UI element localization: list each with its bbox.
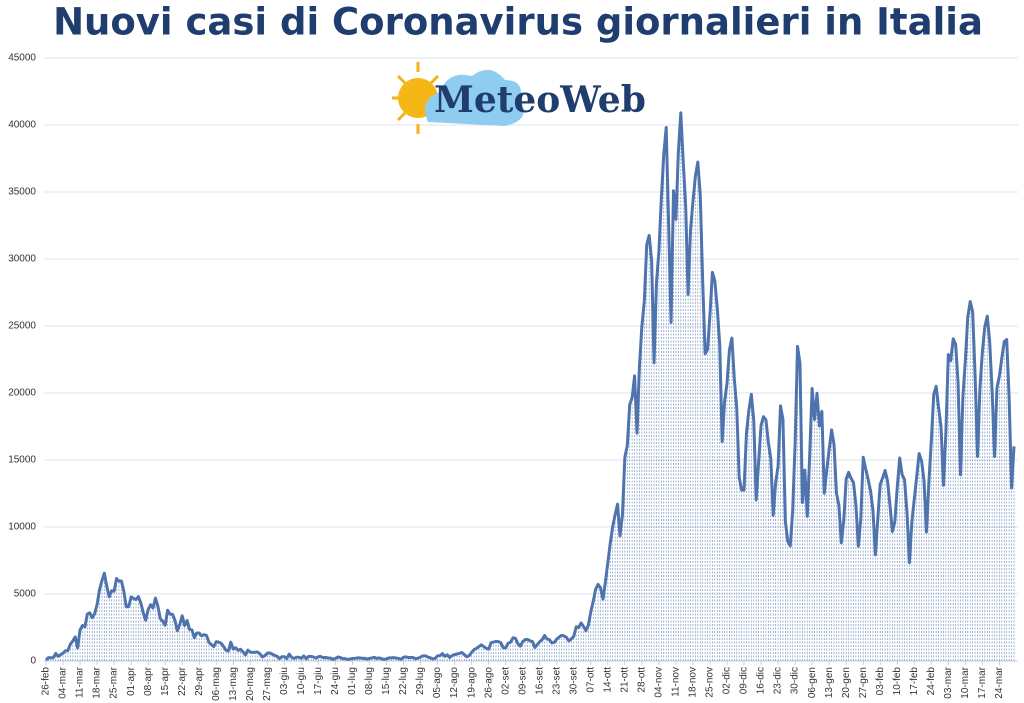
x-tick-label: 16-dic xyxy=(756,667,767,694)
x-tick-label: 14-ott xyxy=(602,667,613,693)
y-tick-label: 30000 xyxy=(8,254,36,265)
x-tick-label: 27-gen xyxy=(858,667,869,698)
x-tick-label: 03-feb xyxy=(875,667,886,696)
plot: 26-feb 04-mar 11-mar 18-mar 25-mar 01-apr 08-a… xyxy=(41,111,1016,701)
data-line xyxy=(44,111,1016,662)
cloud xyxy=(424,69,524,126)
x-tick-label: 24-feb xyxy=(926,667,937,696)
x-tick-label: 17-feb xyxy=(909,667,920,696)
x-tick-label: 30-dic xyxy=(790,667,801,694)
x-tick-label: 28-ott xyxy=(637,667,648,693)
x-tick-label: 27-mag xyxy=(262,667,273,701)
y-tick-label: 25000 xyxy=(8,321,36,332)
y-tick-label: 10000 xyxy=(8,522,36,533)
x-tick-label: 01-lug xyxy=(347,667,358,695)
x-tick-label: 02-dic xyxy=(722,667,733,694)
x-tick-label: 25-mar xyxy=(109,666,120,698)
x-tick-label: 23-set xyxy=(551,667,562,695)
grid: 0 5000 10000 15000 20000 25000 30000 35000 40000… xyxy=(8,53,1018,667)
x-tick-label: 10-mar xyxy=(960,666,971,698)
x-tick-label: 24-mar xyxy=(994,666,1005,698)
x-tick-label: 18-mar xyxy=(92,666,103,698)
x-tick-label: 22-lug xyxy=(398,667,409,695)
x-tick-label: 11-mar xyxy=(75,666,86,698)
x-tick-label: 04-nov xyxy=(654,667,665,698)
x-tick-label: 10-giu xyxy=(296,667,307,695)
x-tick-label: 06-mag xyxy=(211,667,222,701)
x-tick-label: 16-set xyxy=(534,667,545,695)
y-tick-label: 35000 xyxy=(8,187,36,198)
chart-title: Nuovi casi di Coronavirus giornalieri in… xyxy=(53,1,983,44)
x-tick-label: 20-mag xyxy=(245,667,256,701)
x-tick-label: 09-dic xyxy=(739,667,750,694)
x-tick-label: 07-ott xyxy=(585,667,596,693)
logo-text: MeteoWeb xyxy=(434,79,646,121)
x-tick-label: 18-nov xyxy=(688,667,699,698)
x-tick-label: 26-feb xyxy=(41,667,52,696)
x-tick-label: 08-lug xyxy=(364,667,375,695)
y-tick-label: 15000 xyxy=(8,455,36,466)
x-tick-label: 21-ott xyxy=(619,667,630,693)
x-tick-label: 13-gen xyxy=(824,667,835,698)
x-tick-label: 20-gen xyxy=(841,667,852,698)
x-tick-label: 22-apr xyxy=(177,666,188,696)
x-tick-label: 02-set xyxy=(500,667,511,695)
y-tick-label: 0 xyxy=(30,656,36,667)
x-tick-label: 11-nov xyxy=(671,667,682,697)
x-tick-label: 17-giu xyxy=(313,667,324,695)
x-tick-label: 13-mag xyxy=(228,667,239,701)
x-tick-label: 08-apr xyxy=(143,666,154,696)
x-tick-label: 15-apr xyxy=(160,666,171,696)
x-tick-label: 24-giu xyxy=(330,667,341,695)
x-tick-label: 10-feb xyxy=(892,667,903,696)
y-tick-label: 45000 xyxy=(8,53,36,64)
y-tick-label: 40000 xyxy=(8,120,36,131)
x-tick-label: 12-ago xyxy=(449,667,460,699)
logo: MeteoWeb xyxy=(392,62,646,134)
x-tick-label: 29-apr xyxy=(194,666,205,696)
y-tick-label: 20000 xyxy=(8,388,36,399)
x-tick-label: 05-ago xyxy=(432,667,443,699)
x-tick-label: 06-gen xyxy=(807,667,818,698)
x-tick-label: 17-mar xyxy=(977,666,988,698)
x-tick-label: 15-lug xyxy=(381,667,392,695)
x-tick-label: 29-lug xyxy=(415,667,426,695)
x-tick-label: 03-mar xyxy=(943,666,954,698)
x-tick-label: 04-mar xyxy=(58,666,69,698)
x-tick-label: 19-ago xyxy=(466,667,477,699)
x-tick-label: 09-set xyxy=(517,667,528,695)
x-tick-label: 23-dic xyxy=(773,667,784,694)
x-tick-label: 25-nov xyxy=(705,667,716,698)
x-tick-label: 30-set xyxy=(568,667,579,695)
x-tick-label: 26-ago xyxy=(483,667,494,699)
x-tick-label: 01-apr xyxy=(126,666,137,696)
x-tick-label: 03-giu xyxy=(279,667,290,695)
y-tick-label: 5000 xyxy=(14,589,37,600)
